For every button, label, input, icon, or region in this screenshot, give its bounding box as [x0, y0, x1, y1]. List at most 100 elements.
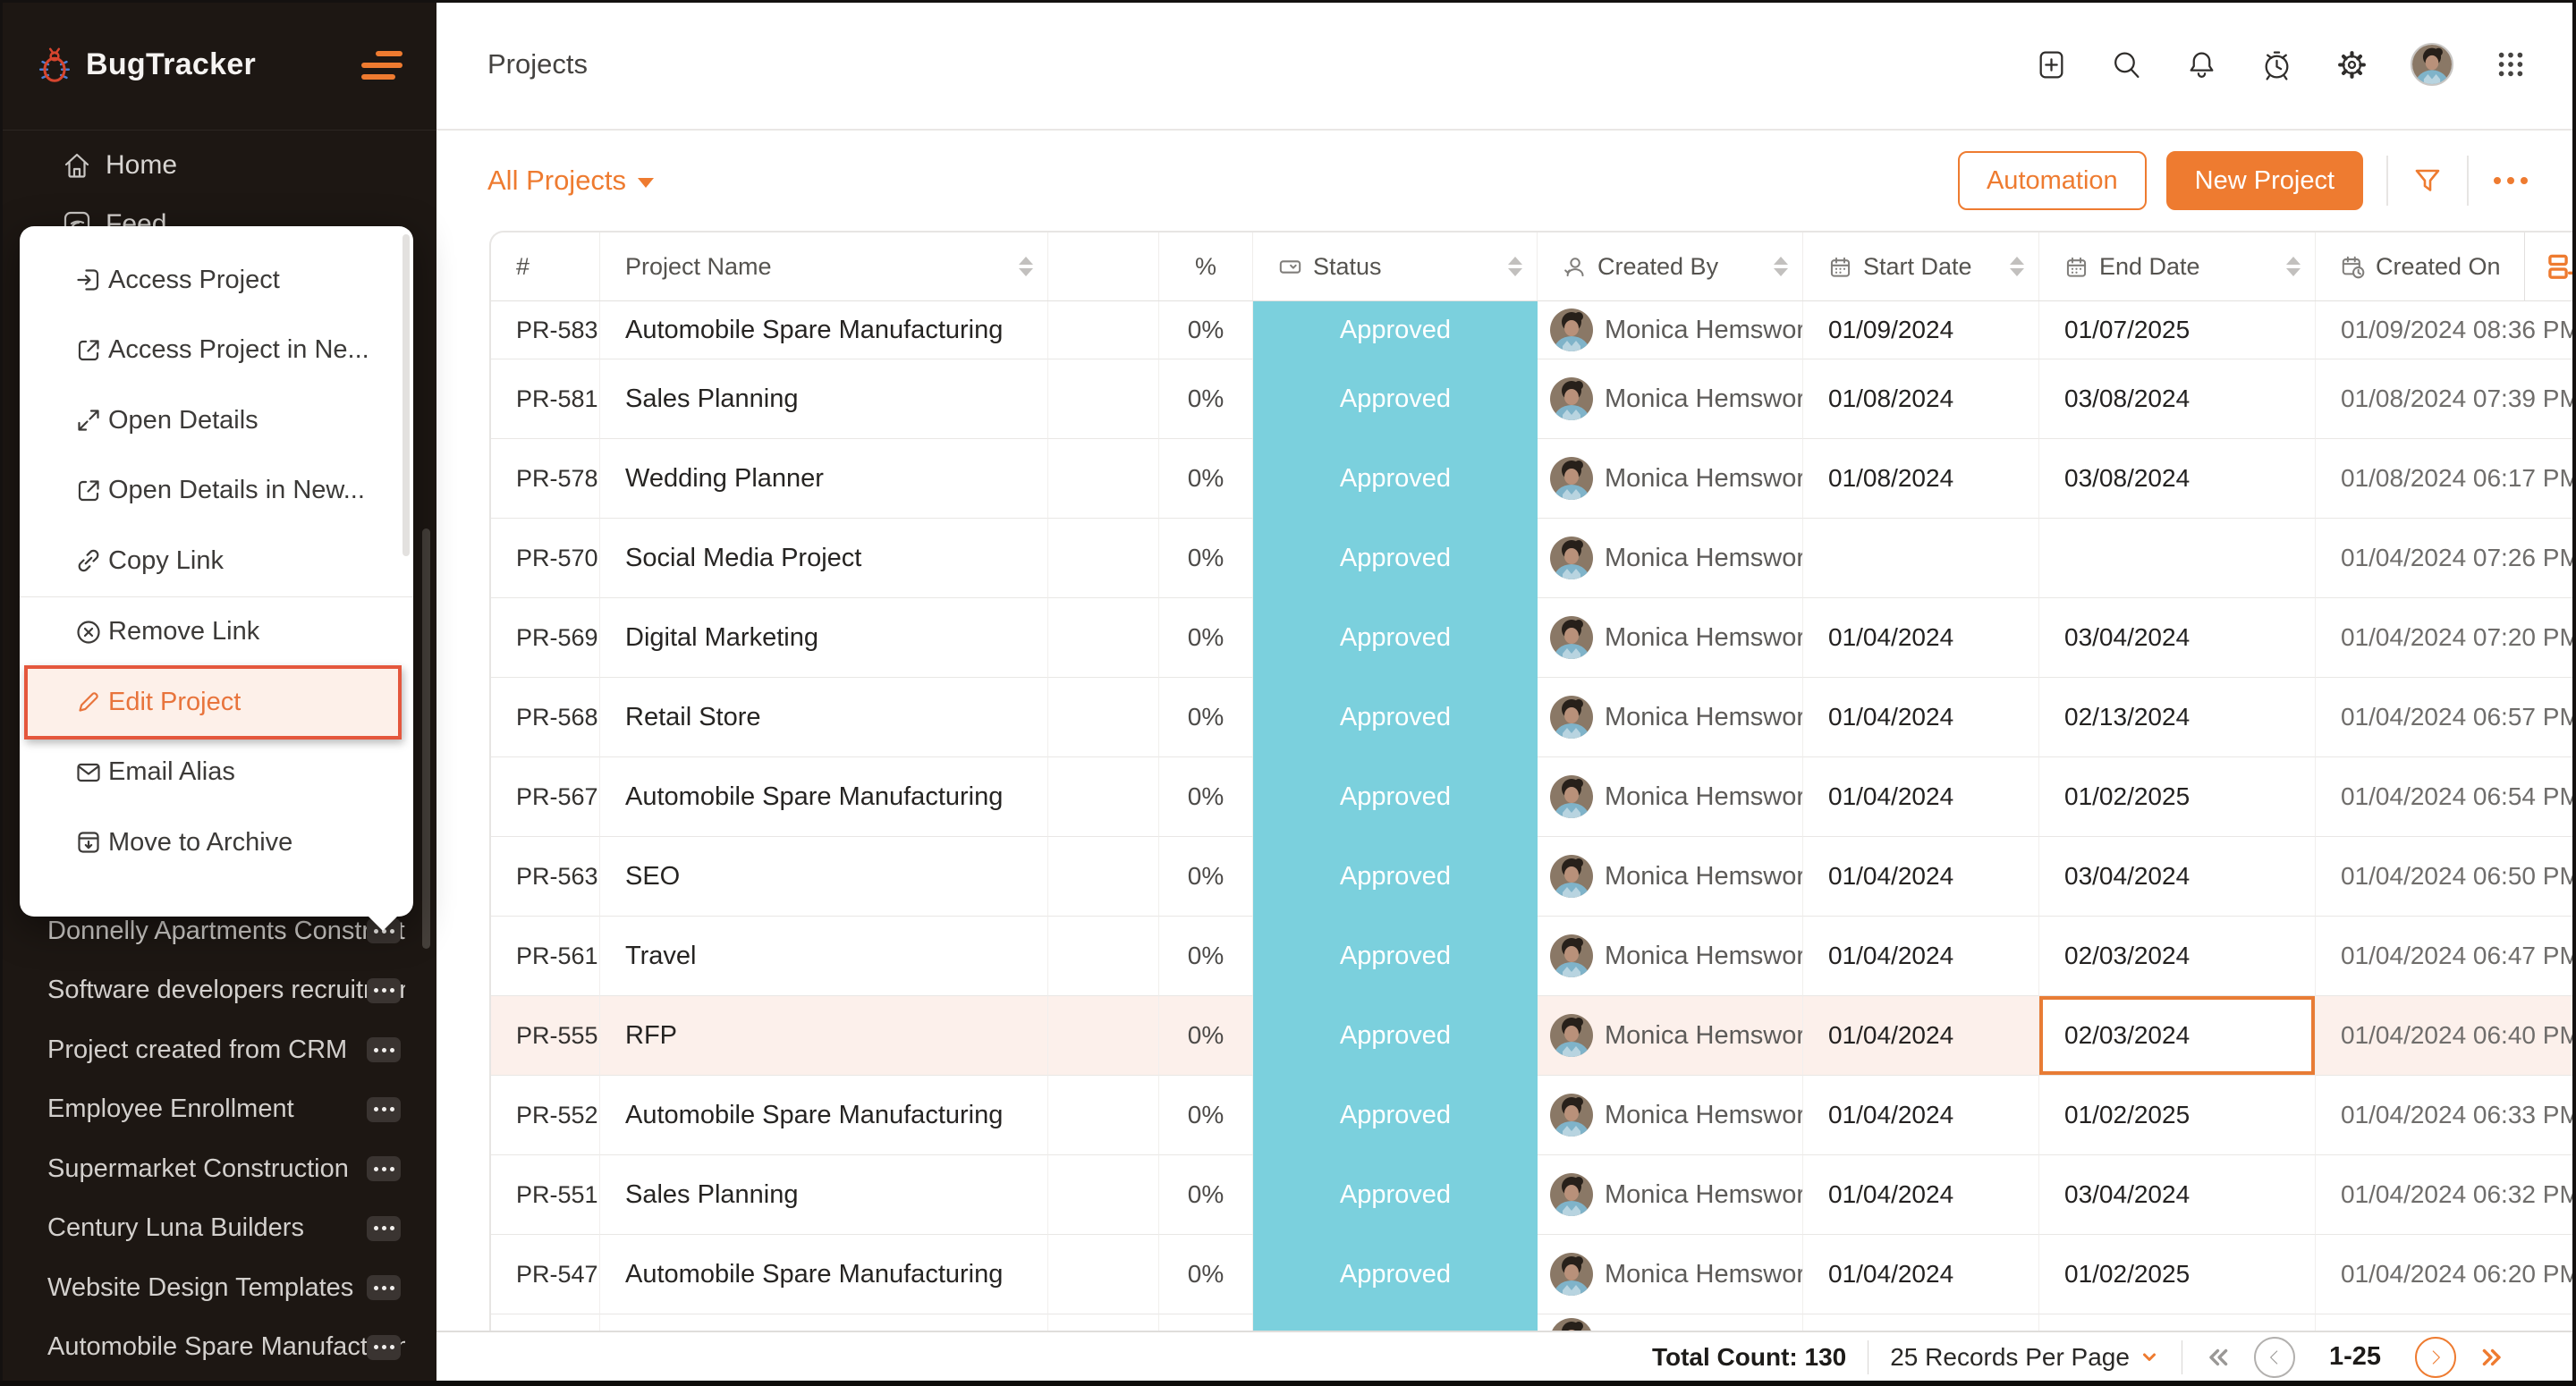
end-date-cell[interactable]: 01/07/2025 — [2039, 301, 2316, 359]
project-item-label: Automobile Spare Manufacturing — [47, 1332, 405, 1362]
end-date-cell[interactable]: 02/03/2024 — [2039, 996, 2316, 1076]
more-options-button[interactable] — [367, 1037, 401, 1062]
table-row[interactable]: PR-563 SEO 0% Approved Monica Hemsworth … — [491, 837, 2576, 917]
table-row[interactable]: PR-552 Automobile Spare Manufacturing 0%… — [491, 1076, 2576, 1155]
created-by-cell: Monica Hemsworth — [1538, 359, 1803, 439]
column-header-end-date[interactable]: End Date — [2039, 232, 2316, 300]
table-row[interactable]: PR-561 Travel 0% Approved Monica Hemswor… — [491, 917, 2576, 996]
sidebar-project-item[interactable]: Software developers recruitment — [0, 961, 420, 1021]
start-date: 01/04/2024 — [1828, 623, 1954, 651]
notifications-bell-icon[interactable] — [2185, 48, 2218, 81]
toolbar-divider — [2467, 156, 2469, 206]
column-header-project-name[interactable]: Project Name — [600, 232, 1048, 300]
end-date-cell[interactable]: 01/02/2025 — [2039, 757, 2316, 837]
apps-grid-icon[interactable] — [2496, 49, 2526, 80]
menu-item-edit-project[interactable]: Edit Project — [20, 665, 413, 739]
menu-item-remove-link[interactable]: Remove Link — [20, 597, 413, 668]
column-header-start-date[interactable]: Start Date — [1803, 232, 2039, 300]
table-row[interactable]: PR-570 Social Media Project 0% Approved … — [491, 519, 2576, 598]
automation-button[interactable]: Automation — [1957, 151, 2147, 210]
sort-arrows-icon[interactable] — [2010, 257, 2024, 276]
more-options-button[interactable] — [367, 1334, 401, 1360]
menu-item-open-details[interactable]: Open Details — [20, 385, 413, 456]
created-by-cell: Monica Hemsworth — [1538, 1076, 1803, 1155]
sidebar-item-home[interactable]: Home — [0, 136, 436, 195]
created-on: 01/04/2024 06:33 PM — [2341, 1101, 2576, 1128]
new-project-button[interactable]: New Project — [2165, 151, 2363, 210]
table-row[interactable]: PR-555 RFP 0% Approved Monica Hemsworth … — [491, 996, 2576, 1076]
end-date-cell[interactable]: 03/08/2024 — [2039, 359, 2316, 439]
sort-arrows-icon[interactable] — [1774, 257, 1788, 276]
sidebar-project-item[interactable]: Automobile Spare Manufacturing — [0, 1318, 420, 1378]
more-options-button[interactable] — [367, 1156, 401, 1181]
user-avatar[interactable] — [2411, 43, 2453, 86]
table-row[interactable]: PR-578 Wedding Planner 0% Approved Monic… — [491, 439, 2576, 519]
table-row[interactable]: PR-547 Automobile Spare Manufacturing 0%… — [491, 1235, 2576, 1314]
sort-arrows-icon[interactable] — [1508, 257, 1522, 276]
project-name: Retail Store — [625, 702, 761, 731]
sidebar-project-item[interactable]: Employee Enrollment — [0, 1080, 420, 1140]
last-page-icon[interactable] — [2478, 1343, 2506, 1372]
calendar-icon — [2064, 255, 2089, 279]
end-date-cell[interactable]: 01/02/2025 — [2039, 1235, 2316, 1314]
more-options-button[interactable] — [367, 977, 401, 1003]
table-row[interactable]: PR-583 Automobile Spare Manufacturing 0%… — [491, 301, 2576, 359]
add-column-icon[interactable] — [2546, 249, 2576, 286]
end-date-cell[interactable]: 02/13/2024 — [2039, 678, 2316, 757]
column-header-created-on[interactable]: Created On — [2316, 232, 2576, 300]
sort-arrows-icon[interactable] — [2286, 257, 2301, 276]
column-header-id[interactable]: # — [491, 232, 600, 300]
end-date-cell[interactable]: 03/08/2024 — [2039, 439, 2316, 519]
end-date-cell[interactable]: 01/02/2025 — [2039, 1076, 2316, 1155]
sidebar-project-item[interactable]: Century Luna Builders — [0, 1199, 420, 1259]
end-date-cell[interactable]: 03/04/2024 — [2039, 837, 2316, 917]
sidebar-scrollbar[interactable] — [422, 528, 430, 949]
previous-page-button[interactable] — [2253, 1336, 2295, 1378]
end-date-cell[interactable]: 03/04/2024 — [2039, 598, 2316, 678]
more-options-button[interactable] — [367, 1096, 401, 1122]
start-date: 01/04/2024 — [1828, 703, 1954, 731]
column-header-percent[interactable]: % — [1159, 232, 1253, 300]
more-options-icon[interactable] — [2492, 172, 2529, 190]
menu-item-open-details-new-tab[interactable]: Open Details in New... — [20, 456, 413, 527]
menu-toggle-icon[interactable] — [361, 50, 402, 80]
sidebar-project-item[interactable]: Supermarket Construction — [0, 1139, 420, 1199]
quick-add-icon[interactable] — [2035, 48, 2068, 81]
table-row[interactable]: PR-551 Sales Planning 0% Approved Monica… — [491, 1155, 2576, 1235]
menu-item-move-to-archive[interactable]: Move to Archive — [20, 807, 413, 878]
next-page-button[interactable] — [2415, 1336, 2456, 1378]
table-row[interactable]: PR-568 Retail Store 0% Approved Monica H… — [491, 678, 2576, 757]
more-options-button[interactable] — [367, 1275, 401, 1300]
table-row[interactable]: PR-581 Sales Planning 0% Approved Monica… — [491, 359, 2576, 439]
sidebar-project-item[interactable]: Website Design Templates — [0, 1258, 420, 1318]
table-row[interactable]: PR-567 Automobile Spare Manufacturing 0%… — [491, 757, 2576, 837]
menu-item-email-alias[interactable]: Email Alias — [20, 738, 413, 808]
settings-gear-icon[interactable] — [2335, 48, 2368, 81]
table-row-partial[interactable] — [491, 1314, 2576, 1331]
end-date-cell[interactable] — [2039, 519, 2316, 598]
column-header-status[interactable]: Status — [1253, 232, 1538, 300]
created-by-name: Monica Hemsworth — [1605, 782, 1802, 811]
menu-item-access-project[interactable]: Access Project — [20, 245, 413, 316]
menu-item-copy-link[interactable]: Copy Link — [20, 526, 413, 596]
filter-funnel-icon[interactable] — [2411, 165, 2444, 197]
sort-arrows-icon[interactable] — [1019, 257, 1033, 276]
avatar — [1550, 1253, 1593, 1296]
menu-item-access-project-new-tab[interactable]: Access Project in Ne... — [20, 316, 413, 386]
calendar-icon — [1828, 255, 1852, 279]
more-options-button[interactable] — [367, 1215, 401, 1241]
end-date-cell[interactable]: 02/03/2024 — [2039, 917, 2316, 996]
timer-icon[interactable] — [2260, 48, 2293, 81]
records-per-page-dropdown[interactable]: 25 Records Per Page — [1890, 1343, 2160, 1372]
table-row[interactable]: PR-569 Digital Marketing 0% Approved Mon… — [491, 598, 2576, 678]
search-icon[interactable] — [2110, 48, 2143, 81]
menu-scrollbar[interactable] — [402, 234, 410, 556]
percent-value: 0% — [1187, 703, 1224, 731]
column-header-created-by[interactable]: Created By — [1538, 232, 1803, 300]
end-date-cell[interactable]: 03/04/2024 — [2039, 1155, 2316, 1235]
blank-cell — [1048, 598, 1159, 678]
sidebar-project-item[interactable]: Project created from CRM — [0, 1020, 420, 1080]
view-selector-dropdown[interactable]: All Projects — [487, 165, 655, 197]
project-id: PR-547 — [516, 1260, 598, 1288]
first-page-icon[interactable] — [2204, 1343, 2233, 1372]
